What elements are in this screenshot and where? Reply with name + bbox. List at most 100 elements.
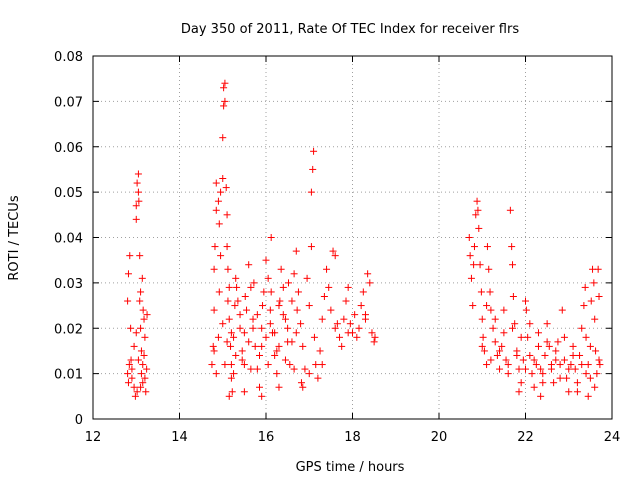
data-point bbox=[223, 211, 231, 219]
data-point bbox=[504, 361, 512, 369]
data-point bbox=[500, 329, 508, 337]
data-point bbox=[498, 342, 506, 350]
data-point bbox=[361, 315, 369, 323]
data-point bbox=[560, 333, 568, 341]
data-point bbox=[594, 265, 602, 273]
data-point bbox=[281, 356, 289, 364]
data-point bbox=[141, 333, 149, 341]
data-point bbox=[592, 347, 600, 355]
data-point bbox=[573, 388, 581, 396]
data-point bbox=[305, 370, 313, 378]
data-point bbox=[491, 315, 499, 323]
data-point bbox=[556, 374, 564, 382]
data-point bbox=[137, 347, 145, 355]
data-point bbox=[137, 383, 145, 391]
y-tick-label: 0.08 bbox=[54, 50, 83, 65]
data-point bbox=[478, 342, 486, 350]
data-point bbox=[299, 383, 307, 391]
data-point bbox=[125, 361, 133, 369]
data-point bbox=[545, 342, 553, 350]
data-point bbox=[240, 329, 248, 337]
data-point bbox=[595, 292, 603, 300]
data-point bbox=[591, 315, 599, 323]
data-point bbox=[240, 388, 248, 396]
data-point bbox=[249, 324, 257, 332]
data-point bbox=[333, 320, 341, 328]
x-tick-label: 20 bbox=[431, 430, 448, 445]
y-tick-label: 0.02 bbox=[54, 322, 83, 337]
data-point bbox=[560, 356, 568, 364]
data-point bbox=[210, 306, 218, 314]
data-point bbox=[483, 243, 491, 251]
data-point bbox=[325, 283, 333, 291]
data-point bbox=[327, 306, 335, 314]
data-point bbox=[479, 333, 487, 341]
data-point bbox=[534, 342, 542, 350]
data-point bbox=[223, 243, 231, 251]
data-point bbox=[143, 365, 151, 373]
y-tick-label: 0 bbox=[75, 413, 83, 428]
data-point bbox=[496, 347, 504, 355]
data-point bbox=[344, 283, 352, 291]
data-point bbox=[307, 243, 315, 251]
x-tick-label: 24 bbox=[604, 430, 621, 445]
data-point bbox=[227, 329, 235, 337]
data-point bbox=[128, 365, 136, 373]
data-point bbox=[275, 383, 283, 391]
data-point bbox=[247, 365, 255, 373]
data-point bbox=[266, 306, 274, 314]
data-point bbox=[578, 324, 586, 332]
data-point bbox=[473, 197, 481, 205]
data-point bbox=[243, 306, 251, 314]
data-point bbox=[126, 252, 134, 260]
data-point bbox=[138, 274, 146, 282]
data-point bbox=[591, 383, 599, 391]
y-axis-label: ROTI / TECUs bbox=[7, 195, 22, 280]
data-point bbox=[224, 265, 232, 273]
data-point bbox=[565, 388, 573, 396]
data-point bbox=[582, 333, 590, 341]
data-point bbox=[483, 361, 491, 369]
data-point bbox=[215, 220, 223, 228]
data-point bbox=[470, 261, 478, 269]
x-tick-label: 22 bbox=[517, 430, 534, 445]
data-point bbox=[210, 347, 218, 355]
data-point bbox=[256, 383, 264, 391]
data-point bbox=[554, 338, 562, 346]
data-point bbox=[530, 383, 538, 391]
data-point bbox=[301, 365, 309, 373]
data-point bbox=[556, 361, 564, 369]
data-point bbox=[504, 370, 512, 378]
data-point bbox=[223, 338, 231, 346]
data-point bbox=[584, 392, 592, 400]
data-point bbox=[267, 234, 275, 241]
data-point bbox=[563, 374, 571, 382]
data-point bbox=[264, 361, 272, 369]
data-point bbox=[567, 361, 575, 369]
data-point bbox=[316, 347, 324, 355]
data-point bbox=[284, 279, 292, 287]
data-point bbox=[132, 329, 140, 337]
data-point bbox=[271, 351, 279, 359]
data-point bbox=[225, 392, 233, 400]
y-tick-label: 0.06 bbox=[54, 141, 83, 156]
data-point bbox=[217, 252, 225, 260]
data-point bbox=[238, 356, 246, 364]
data-point bbox=[537, 392, 545, 400]
data-point bbox=[230, 333, 238, 341]
data-point bbox=[509, 324, 517, 332]
data-point bbox=[370, 338, 378, 346]
data-point bbox=[127, 356, 135, 364]
x-tick-labels: 12 14 16 18 20 22 24 bbox=[85, 430, 621, 445]
data-point bbox=[496, 365, 504, 373]
data-point bbox=[487, 306, 495, 314]
data-point bbox=[502, 356, 510, 364]
data-point bbox=[320, 292, 328, 300]
data-point bbox=[241, 292, 249, 300]
data-point bbox=[357, 302, 365, 310]
data-point bbox=[526, 351, 534, 359]
data-point bbox=[297, 320, 305, 328]
data-point bbox=[487, 356, 495, 364]
data-point bbox=[135, 197, 143, 205]
